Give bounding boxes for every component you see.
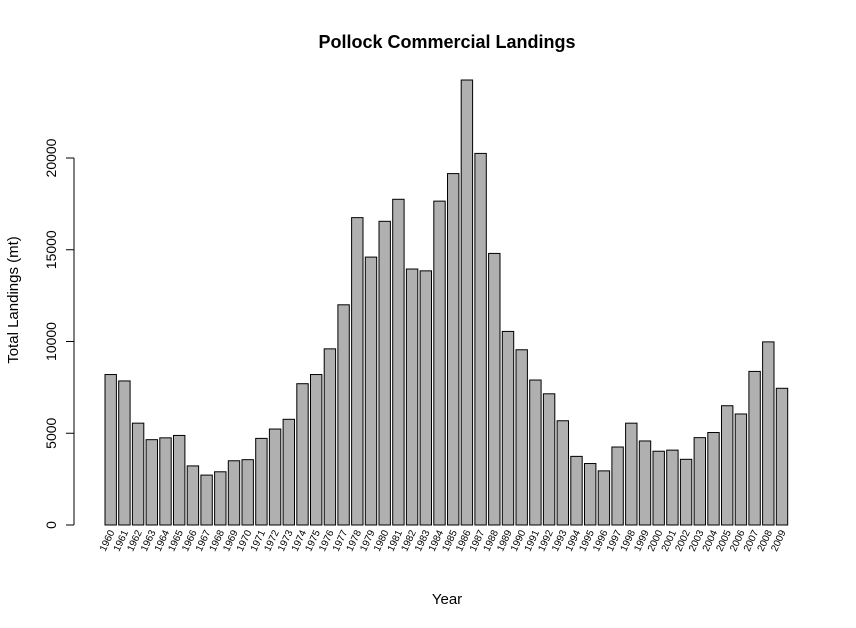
bar-2007	[748, 370, 761, 526]
bar-1999	[638, 440, 652, 526]
bar-1994	[570, 455, 583, 526]
bar-1973	[282, 418, 296, 526]
bar-1974	[296, 383, 309, 526]
bar-1996	[597, 470, 611, 526]
y-tick-label: 10000	[43, 322, 59, 361]
bar-1988	[488, 252, 501, 526]
bar-2002	[679, 458, 693, 526]
y-tick-label: 20000	[43, 138, 59, 177]
y-tick-label: 0	[43, 521, 59, 529]
bar-1965	[173, 434, 186, 526]
bar-1962	[131, 422, 145, 526]
y-axis-title: Total Landings (mt)	[5, 236, 22, 364]
bar-1960	[104, 374, 117, 526]
bar-1966	[186, 465, 200, 526]
y-axis: 0 5000 10000 15000 20000	[43, 138, 75, 529]
bar-2008	[762, 341, 775, 526]
bar-1983	[419, 270, 433, 526]
bar-1971	[255, 437, 268, 526]
bar-2004	[707, 432, 720, 526]
bar-1978	[351, 217, 364, 526]
bar-1995	[584, 463, 597, 526]
chart-title: Pollock Commercial Landings	[318, 32, 575, 52]
bar-2001	[666, 449, 679, 526]
bar-1968	[214, 471, 227, 526]
bar-1984	[433, 200, 446, 526]
bar-1982	[405, 268, 419, 526]
bar-1985	[447, 173, 460, 526]
bar-1992	[542, 393, 556, 526]
bar-2003	[693, 437, 706, 526]
y-tick-label: 5000	[43, 417, 59, 448]
bar-1990	[515, 349, 528, 526]
bar-1989	[501, 330, 515, 526]
bar-1981	[392, 198, 405, 526]
bar-1977	[337, 304, 350, 526]
bar-1976	[323, 348, 337, 526]
bar-2000	[652, 450, 665, 526]
x-axis-labels: 1960196119621963196419651966196719681969…	[98, 528, 789, 553]
bar-1998	[625, 422, 638, 526]
bar-1987	[474, 152, 487, 526]
bar-1972	[268, 428, 282, 526]
bar-2006	[734, 413, 748, 526]
bar-1970	[241, 459, 254, 526]
bar-1979	[364, 256, 378, 526]
bar-1964	[159, 437, 172, 526]
bar-1980	[378, 220, 391, 526]
y-tick-label: 15000	[43, 230, 59, 269]
bar-1969	[227, 460, 241, 526]
bar-1963	[145, 439, 159, 526]
bar-1993	[556, 420, 569, 526]
bar-1991	[529, 379, 542, 526]
bar-2009	[775, 387, 789, 526]
bars	[104, 79, 789, 526]
x-axis-title: Year	[432, 591, 462, 608]
bar-1986	[460, 79, 474, 526]
bar-1975	[310, 374, 323, 526]
bar-1997	[611, 446, 624, 526]
bar-1961	[118, 380, 131, 526]
bar-1967	[200, 474, 213, 526]
bar-2005	[721, 405, 734, 526]
